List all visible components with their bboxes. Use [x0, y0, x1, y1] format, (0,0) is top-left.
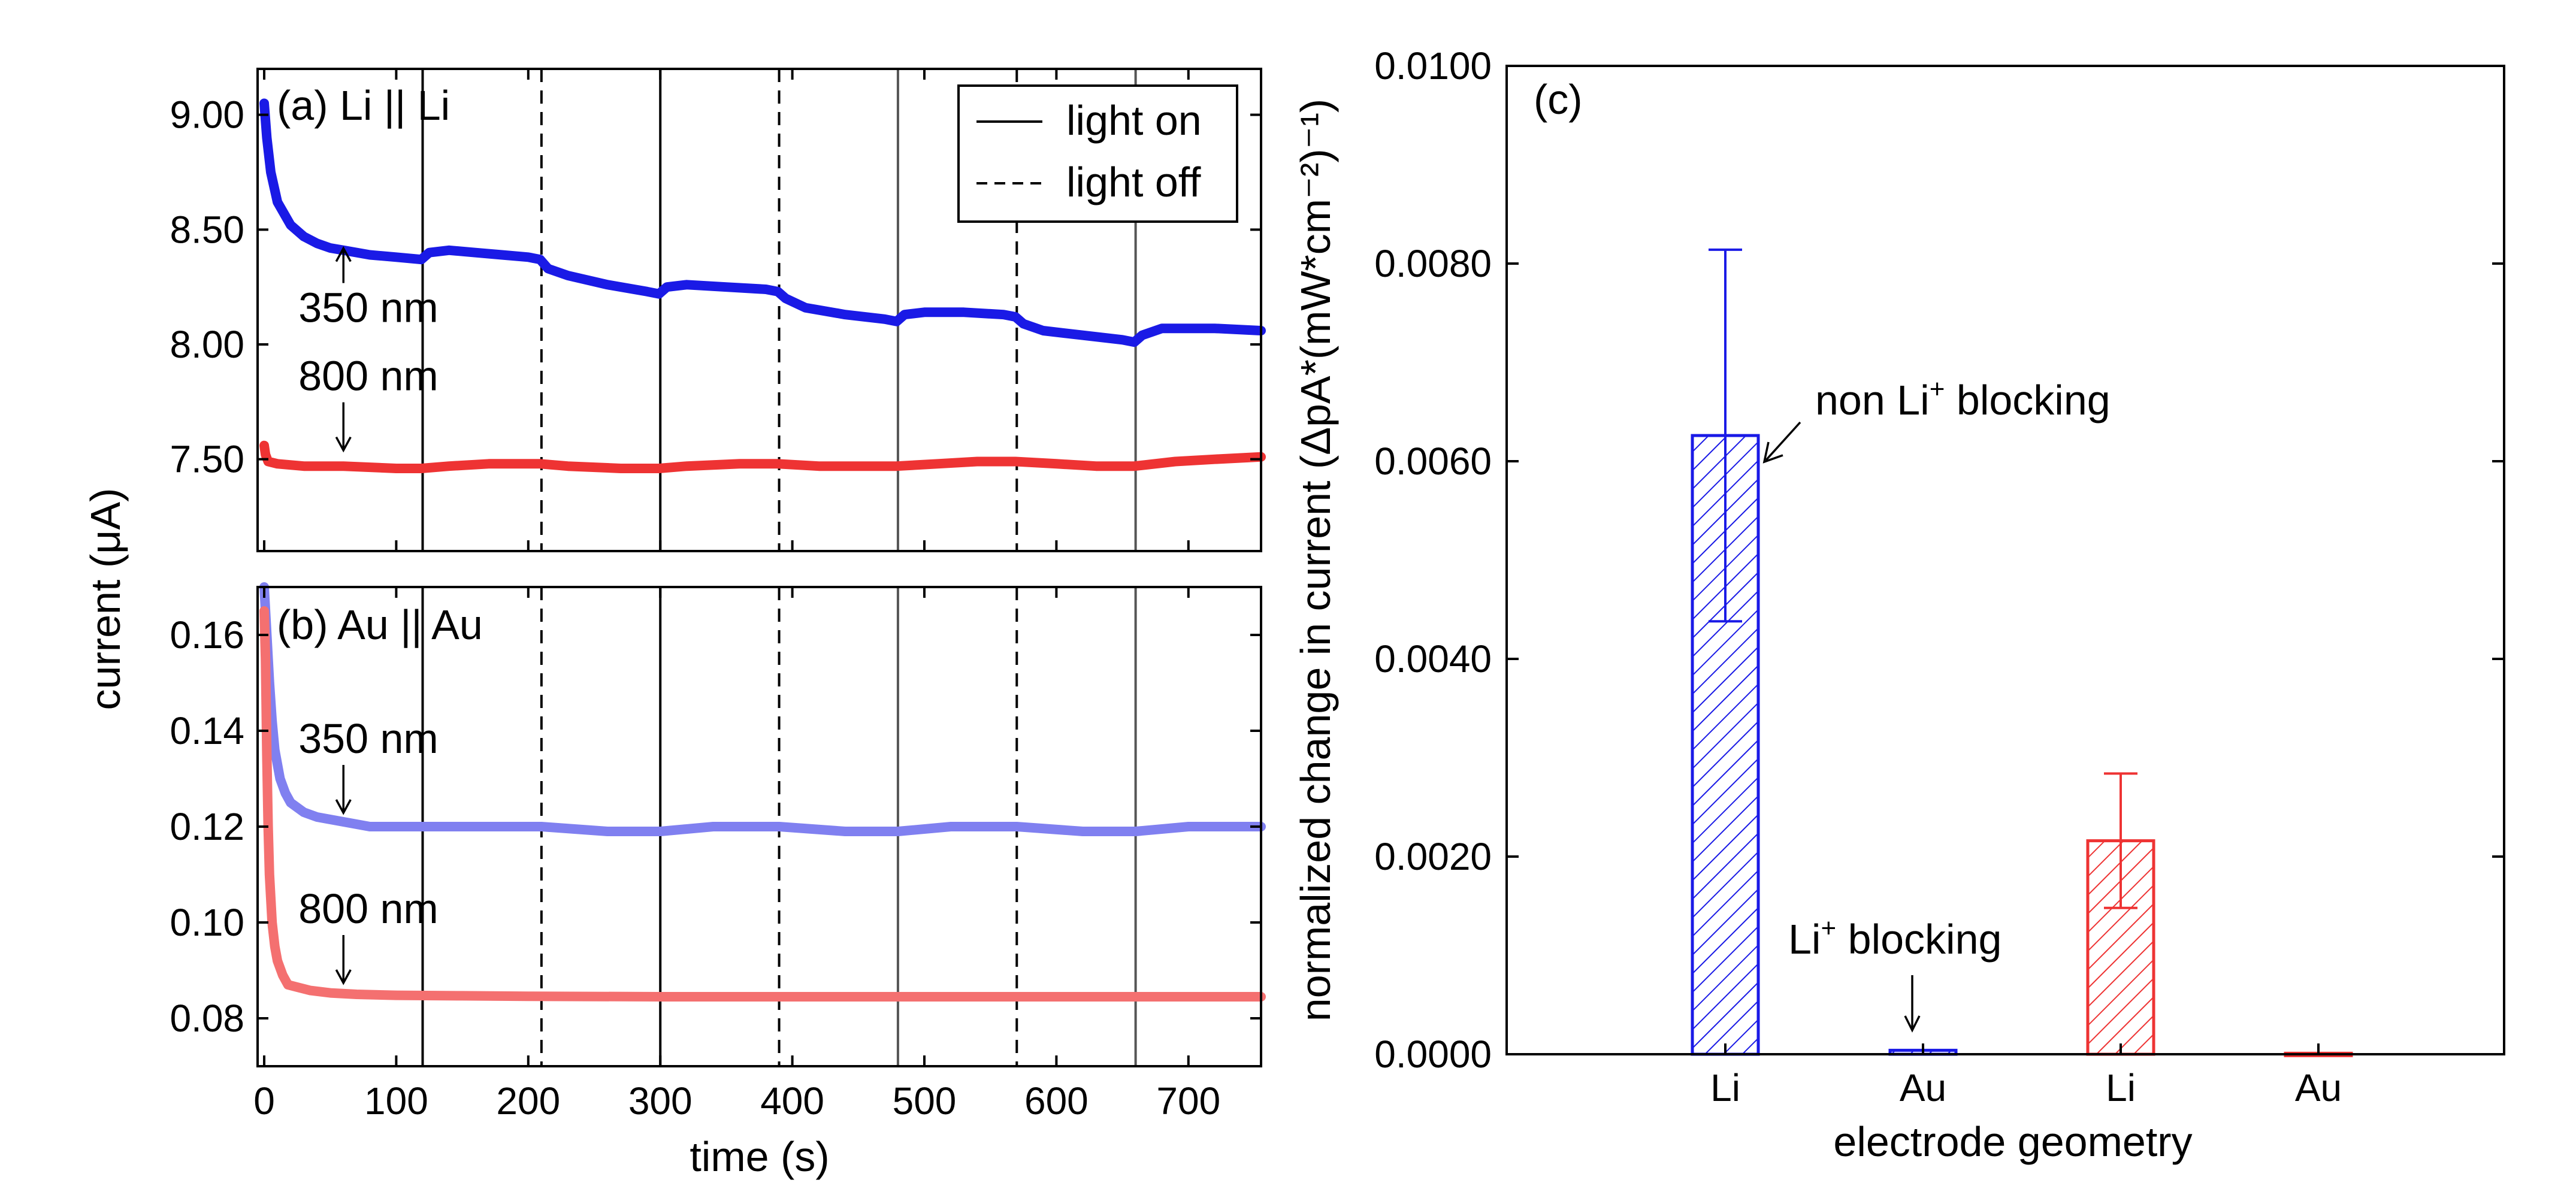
- left-ylabel: current (μA): [82, 488, 129, 710]
- annotation-label: 800 nm: [298, 885, 438, 932]
- x-tick-label: 300: [628, 1079, 693, 1123]
- panel-a: 350 nm 800 nm 7.50 8.00 8.50 9.00 (a) Li || L…: [170, 68, 1266, 552]
- panel-c-title: (c): [1534, 76, 1583, 123]
- annotation-non-li-blocking: non Li+ blocking: [1815, 374, 2111, 423]
- annotation-arrowhead: [335, 246, 352, 262]
- y-tick-label: 0.12: [170, 805, 244, 848]
- x-tick-label: 100: [364, 1079, 428, 1123]
- y-tick-label: 0.0060: [1374, 440, 1492, 483]
- left-xlabel: time (s): [690, 1133, 829, 1180]
- annotation-arrowhead: [1904, 1015, 1921, 1033]
- y-tick-label: 0.16: [170, 613, 244, 657]
- plot-frame: [256, 68, 1262, 552]
- annotation-tail: blocking: [1945, 377, 2110, 423]
- panel-a-title: (a) Li || Li: [277, 82, 450, 129]
- panel-c-xlabel: electrode geometry: [1833, 1118, 2192, 1165]
- x-tick-label: Au: [1900, 1066, 1946, 1109]
- legend-box: [957, 84, 1238, 223]
- series-line-350-nm: [259, 98, 1266, 347]
- y-tick-label: 0.0000: [1374, 1033, 1492, 1076]
- y-tick-label: 7.50: [170, 438, 244, 481]
- annotation-label: 800 nm: [298, 353, 438, 400]
- y-tick-label: 0.0020: [1374, 835, 1492, 878]
- annotation-arrowhead: [1762, 441, 1783, 464]
- x-tick-label: 700: [1156, 1079, 1220, 1123]
- x-tick-label: Au: [2295, 1066, 2342, 1109]
- x-tick-label: Li: [2106, 1066, 2136, 1109]
- y-tick-label: 0.0100: [1374, 44, 1492, 87]
- series-line-350-nm: [259, 582, 1266, 836]
- y-tick-label: 0.0040: [1374, 637, 1492, 680]
- annotation-sup: +: [1930, 374, 1945, 404]
- panel-b-title: (b) Au || Au: [277, 601, 483, 648]
- annotation-tail: blocking: [1836, 916, 2001, 963]
- legend: light on light off: [957, 84, 1238, 223]
- annotation-arrow: [1765, 421, 1801, 461]
- panel-c-ylabel: normalized change in current (ΔpA*(mW*cm…: [1292, 99, 1339, 1021]
- x-tick-label: Li: [1710, 1066, 1740, 1109]
- panel-c-plot-area: 0.0000 0.0020 0.0040 0.0060 0.0080 0.0100 Li Au…: [1292, 44, 2505, 1109]
- panel-a-plot-area: 350 nm 800 nm 7.50 8.00 8.50 9.00: [170, 68, 1266, 552]
- y-tick-label: 0.10: [170, 901, 244, 944]
- panel-b-plot-area: 350 nm 800 nm 0.08 0.10 0.12 0.14 0.16 0 100 200 3…: [170, 582, 1266, 1123]
- series-line-800-nm: [259, 606, 1266, 1002]
- plot-frame: [1505, 65, 2505, 1055]
- y-tick-label: 0.14: [170, 709, 244, 752]
- x-tick-label: 0: [253, 1079, 275, 1123]
- series-line-800-nm: [259, 440, 1266, 473]
- x-tick-label: 200: [496, 1079, 560, 1123]
- panel-c: 0.0000 0.0020 0.0040 0.0060 0.0080 0.0100 Li Au…: [1292, 44, 2505, 1165]
- annotation-label: 350 nm: [298, 715, 438, 762]
- panel-b: 350 nm 800 nm 0.08 0.10 0.12 0.14 0.16 0 100 200 3…: [170, 582, 1266, 1123]
- x-tick-label: 600: [1024, 1079, 1089, 1123]
- annotation-sup: +: [1821, 913, 1836, 943]
- annotation-li-blocking: Li+ blocking: [1788, 913, 2001, 963]
- y-tick-label: 8.00: [170, 323, 244, 366]
- y-tick-label: 8.50: [170, 208, 244, 251]
- annotation-arrowhead: [335, 436, 352, 453]
- legend-light-on-label: light on: [1066, 97, 1202, 144]
- x-tick-label: 400: [760, 1079, 824, 1123]
- y-tick-label: 9.00: [170, 93, 244, 137]
- annotation-text: Li: [1788, 916, 1821, 963]
- annotation-arrowhead: [335, 969, 352, 985]
- annotation-arrowhead: [335, 799, 352, 815]
- annotation-label: 350 nm: [298, 285, 438, 331]
- y-tick-label: 0.0080: [1374, 242, 1492, 285]
- legend-light-off-label: light off: [1066, 159, 1201, 205]
- annotation-text: non Li: [1815, 377, 1930, 423]
- y-tick-label: 0.08: [170, 997, 244, 1040]
- x-tick-label: 500: [893, 1079, 957, 1123]
